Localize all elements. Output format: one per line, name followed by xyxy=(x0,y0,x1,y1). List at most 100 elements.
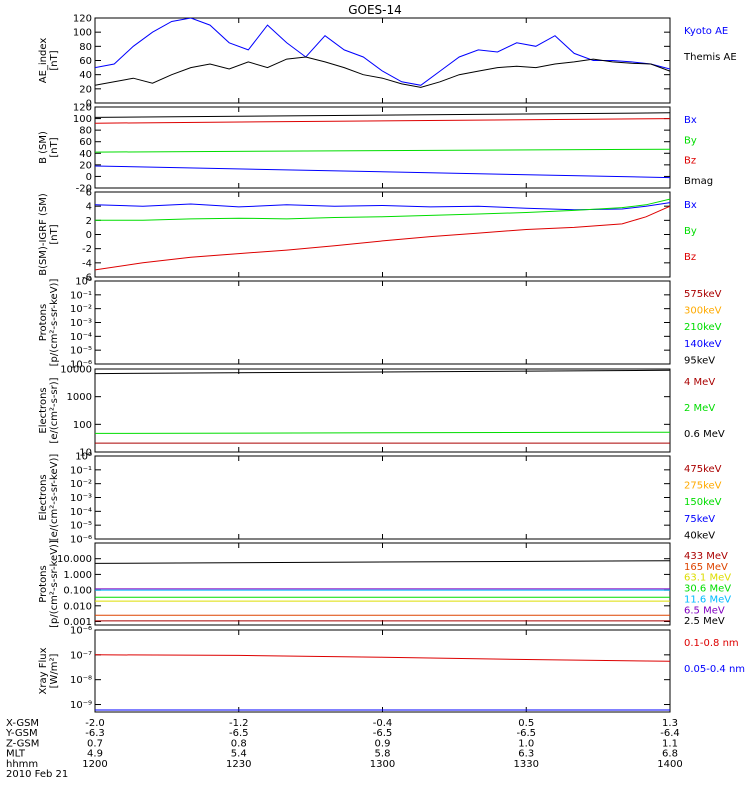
legend-entry: Bz xyxy=(684,156,696,167)
series-line-bz xyxy=(95,205,670,271)
x-row-value: 5.4 xyxy=(231,749,247,760)
legend-entry: 433 MeV xyxy=(684,551,728,562)
x-row-value: 1.1 xyxy=(662,738,678,749)
x-row-value: 0.7 xyxy=(87,738,103,749)
x-row-value: -6.3 xyxy=(85,728,105,739)
y-tick-label: 0.010 xyxy=(63,601,92,612)
y-tick-label: 100 xyxy=(73,114,92,125)
series-line-bz xyxy=(95,118,670,124)
y-tick-label: 20 xyxy=(79,160,92,171)
y-tick-label: 10⁻⁶ xyxy=(70,626,92,637)
y-tick-label: 6 xyxy=(86,188,92,199)
legend-entry: 475keV xyxy=(684,464,722,475)
x-row-value: -2.0 xyxy=(85,718,105,729)
y-tick-label: 10⁻⁹ xyxy=(70,700,92,711)
y-axis-label-line: B(SM)-IGRF (SM) xyxy=(38,193,49,276)
y-tick-label: 10.000 xyxy=(57,554,92,565)
y-tick-label: 10000 xyxy=(60,365,92,376)
y-tick-label: 10⁻¹ xyxy=(70,290,92,301)
y-tick-label: 60 xyxy=(79,56,92,67)
x-row-label: X-GSM xyxy=(6,718,39,729)
y-tick-label: 4 xyxy=(86,202,92,213)
panel-electrons_low: 10⁰ 10⁻¹ 10⁻² 10⁻³ 10⁻⁴ 10⁻⁵ 10⁻⁶ Electrons [e/(… xyxy=(38,452,722,546)
y-axis-label: B(SM)-IGRF (SM) [nT] xyxy=(38,193,60,276)
legend-entry: 4 MeV xyxy=(684,377,715,388)
x-row-value: 1230 xyxy=(226,759,251,770)
x-row-value: 1.0 xyxy=(518,738,534,749)
series-line-bx xyxy=(95,165,670,179)
x-row-value: -6.5 xyxy=(373,728,393,739)
y-axis-label-line: AE_index xyxy=(38,38,49,84)
y-axis-label: AE_index [nT] xyxy=(38,38,60,84)
x-row-value: -0.4 xyxy=(373,718,393,729)
series-line-kyoto-ae xyxy=(95,18,670,86)
legend-entry: 165 MeV xyxy=(684,562,728,573)
series-line-bmag xyxy=(95,112,670,118)
x-axis-table: X-GSM -2.0 -1.2 -0.4 0.5 1.3 Y-GSM -6.3 -6.5 -6.5… xyxy=(5,718,683,770)
legend-entry: 0.6 MeV xyxy=(684,429,725,440)
y-tick-label: 0 xyxy=(86,172,92,183)
y-tick-label: 10⁻⁵ xyxy=(70,346,92,357)
y-axis-label: Electrons [e/(cm²-s-sr)] xyxy=(38,377,60,443)
y-axis-label-line: [nT] xyxy=(49,137,60,157)
y-tick-label: 0 xyxy=(86,99,92,110)
panel-protons_low: 10⁰ 10⁻¹ 10⁻² 10⁻³ 10⁻⁴ 10⁻⁵ 10⁻⁶ Protons [p/(cm… xyxy=(38,277,722,371)
y-tick-label: 10⁰ xyxy=(75,277,92,288)
legend-entry: 6.5 MeV xyxy=(684,605,725,616)
y-tick-label: -20 xyxy=(76,184,92,195)
y-axis-label-line: Protons xyxy=(38,304,49,341)
legend-entry: 0.1-0.8 nm xyxy=(684,638,739,649)
y-tick-label: 80 xyxy=(79,42,92,53)
legend-entry: By xyxy=(684,226,697,237)
x-row-label: MLT xyxy=(6,749,26,760)
y-axis-label: Electrons [e/(cm²-s-sr-keV)] xyxy=(38,454,60,542)
y-tick-label: 0.001 xyxy=(63,617,92,628)
panel-frame xyxy=(94,368,671,453)
legend-entry: 2 MeV xyxy=(684,403,715,414)
x-row-value: 1.3 xyxy=(662,718,678,729)
series-line-by xyxy=(95,148,670,153)
y-tick-label: 10⁻⁶ xyxy=(70,535,92,546)
x-row-value: -6.4 xyxy=(660,728,680,739)
y-axis-label-line: [e/(cm²-s-sr-keV)] xyxy=(49,454,60,542)
x-row-value: 1330 xyxy=(514,759,539,770)
series-line-2-5-mev xyxy=(95,560,670,564)
x-row-value: 1400 xyxy=(657,759,682,770)
legend-entry: Bz xyxy=(684,252,696,263)
panel-ae: 0 20 40 60 80 100 120 AE_index [nT] Kyoto AE Themi… xyxy=(38,14,737,110)
legend-entry: Themis AE xyxy=(683,52,737,63)
y-tick-label: -4 xyxy=(82,258,92,269)
legend-entry: 150keV xyxy=(684,497,722,508)
legend-entry: 210keV xyxy=(684,322,722,333)
y-tick-label: 0 xyxy=(86,230,92,241)
x-row-value: 1200 xyxy=(82,759,107,770)
x-row-value: 6.8 xyxy=(662,749,678,760)
y-tick-label: 10 xyxy=(79,448,92,459)
legend-entry: 40keV xyxy=(684,530,715,541)
y-axis-label: Xray Flux [W/m²] xyxy=(38,647,60,694)
legend-entry: 11.6 MeV xyxy=(684,594,731,605)
y-tick-label: 40 xyxy=(79,70,92,81)
y-tick-label: 10⁻¹ xyxy=(70,465,92,476)
y-axis-label-line: [p/(cm²-s-sr-keV)] xyxy=(49,279,60,367)
x-row-value: -6.5 xyxy=(229,728,249,739)
x-row-value: -6.5 xyxy=(516,728,536,739)
y-tick-label: 100 xyxy=(73,28,92,39)
y-tick-label: 1000 xyxy=(67,392,92,403)
y-axis-label: Protons [p/(cm²-s-sr-keV)] xyxy=(38,540,60,628)
y-tick-label: 2 xyxy=(86,216,92,227)
x-row-value: 0.9 xyxy=(375,738,391,749)
y-tick-label: 10⁻⁴ xyxy=(70,332,92,343)
x-row-value: 0.5 xyxy=(518,718,534,729)
panel-frame xyxy=(94,542,671,626)
x-row-label: hhmm xyxy=(6,759,38,770)
y-axis-label-line: Protons xyxy=(38,565,49,602)
y-tick-label: 10⁻² xyxy=(70,479,92,490)
y-tick-label: 10⁻² xyxy=(70,304,92,315)
y-tick-label: 60 xyxy=(79,137,92,148)
panel-frame xyxy=(94,629,671,713)
